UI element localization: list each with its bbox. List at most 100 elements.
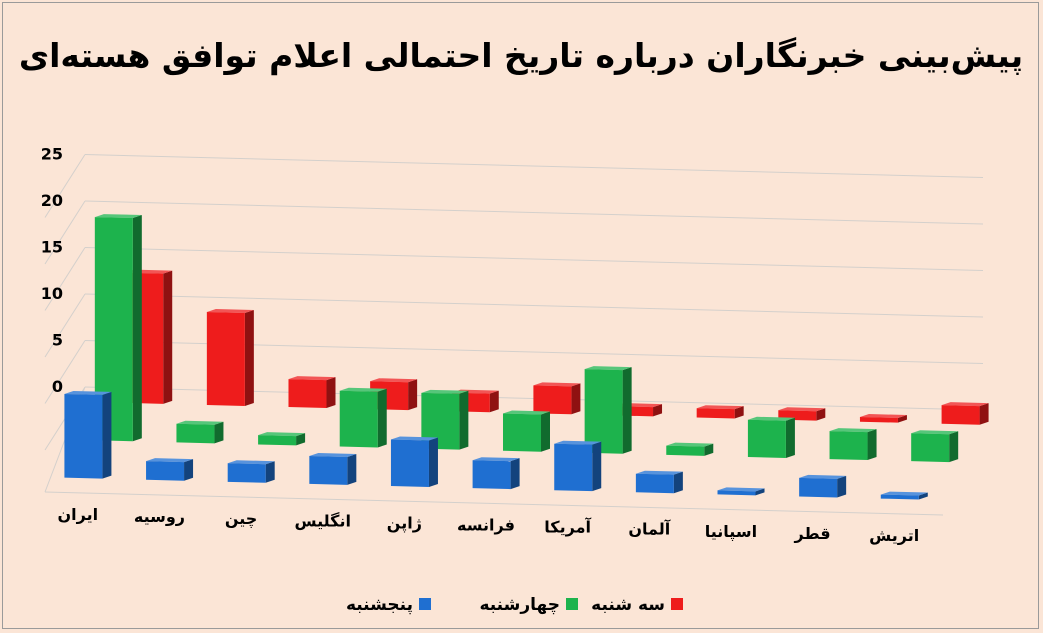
category-label: اتریش bbox=[869, 526, 919, 545]
bar-top-face bbox=[206, 308, 254, 313]
legend-label-thursday: پنجشنبه bbox=[346, 595, 413, 615]
bar-top-face bbox=[503, 410, 550, 415]
bar-side-face bbox=[816, 408, 826, 421]
bar-top-face bbox=[227, 460, 275, 465]
bar-top-face bbox=[421, 389, 469, 394]
bar-top-face bbox=[146, 458, 194, 463]
bar-front-face bbox=[880, 494, 919, 500]
bar-side-face bbox=[132, 215, 142, 442]
bar-thursday bbox=[554, 440, 602, 492]
bar-thursday bbox=[227, 460, 275, 483]
bar-front-face bbox=[911, 433, 950, 463]
y-tick-label: 5 bbox=[52, 331, 63, 350]
gridline-side bbox=[44, 200, 86, 265]
bar-front-face bbox=[64, 393, 103, 479]
floor-front-edge bbox=[44, 491, 944, 516]
category-label: فرانسه bbox=[457, 516, 515, 535]
bar-top-face bbox=[666, 442, 714, 447]
bar-front-face bbox=[258, 435, 297, 446]
bar-side-face bbox=[459, 390, 469, 450]
bar-top-face bbox=[94, 214, 142, 219]
bar-tuesday bbox=[206, 308, 254, 406]
gridline bbox=[84, 293, 984, 318]
bar-front-face bbox=[227, 463, 266, 483]
legend-label-tuesday: سه شنبه bbox=[591, 595, 665, 615]
bar-side-face bbox=[704, 443, 714, 456]
bar-thursday bbox=[880, 491, 928, 500]
legend-swatch-wednesday bbox=[566, 598, 578, 610]
bar-thursday bbox=[799, 474, 847, 498]
y-tick-label: 15 bbox=[41, 238, 63, 257]
bar-front-face bbox=[176, 423, 215, 444]
bar-side-face bbox=[265, 461, 275, 483]
bar-side-face bbox=[867, 429, 877, 461]
bar-front-face bbox=[288, 379, 327, 409]
bar-top-face bbox=[778, 407, 826, 412]
bar-wednesday bbox=[421, 389, 469, 450]
bar-top-face bbox=[533, 382, 581, 387]
bar-side-face bbox=[734, 406, 744, 419]
bar-top-face bbox=[717, 487, 765, 492]
bar-side-face bbox=[408, 379, 418, 411]
bar-side-face bbox=[653, 404, 663, 417]
bar-front-face bbox=[533, 385, 572, 415]
bar-thursday bbox=[472, 457, 520, 490]
gridline bbox=[84, 154, 984, 178]
bar-top-face bbox=[747, 416, 795, 421]
bar-side-face bbox=[347, 453, 357, 485]
bar-front-face bbox=[94, 217, 133, 442]
bar-top-face bbox=[859, 414, 907, 419]
y-tick-label: 0 bbox=[52, 377, 63, 396]
category-label: آلمان bbox=[628, 519, 670, 539]
gridline bbox=[84, 247, 984, 271]
bar-front-face bbox=[503, 413, 541, 452]
bar-top-face bbox=[309, 453, 357, 457]
y-tick-label: 10 bbox=[41, 284, 63, 303]
bar-side-face bbox=[837, 475, 847, 498]
bar-thursday bbox=[390, 436, 438, 487]
bar-tuesday bbox=[941, 402, 989, 425]
bar-front-face bbox=[584, 369, 623, 454]
bar-front-face bbox=[941, 405, 980, 425]
category-label: انگلیس bbox=[294, 511, 350, 530]
bar-front-face bbox=[206, 311, 245, 406]
bar-top-face bbox=[472, 457, 520, 462]
bar-front-face bbox=[747, 419, 786, 458]
bar-front-face bbox=[829, 431, 868, 461]
bar-side-face bbox=[673, 471, 683, 494]
bar-side-face bbox=[214, 421, 224, 444]
y-tick-label: 20 bbox=[41, 191, 63, 210]
bar-front-face bbox=[309, 456, 348, 485]
bar-side-face bbox=[755, 488, 765, 496]
category-label: اسپانیا bbox=[705, 522, 757, 542]
gridline bbox=[84, 200, 984, 225]
bar-tuesday bbox=[288, 376, 336, 409]
bar-side-face bbox=[592, 441, 602, 492]
bar-top-face bbox=[176, 420, 224, 425]
bar-top-face bbox=[554, 440, 602, 445]
bar-front-face bbox=[799, 477, 838, 498]
bar-thursday bbox=[309, 453, 357, 485]
bar-side-face bbox=[377, 388, 387, 448]
category-labels: ایران روسیه چین انگلیس ژاپن فرانسه آمریکا آلمان… bbox=[58, 505, 920, 545]
bar-top-face bbox=[390, 436, 438, 441]
category-label: آمریکا bbox=[544, 517, 591, 537]
bar-side-face bbox=[949, 431, 959, 463]
bar-wednesday bbox=[666, 442, 714, 456]
gridline-side bbox=[44, 340, 86, 404]
bar-wednesday bbox=[584, 366, 632, 454]
bar-front-face bbox=[554, 443, 593, 492]
bar-front-face bbox=[339, 390, 378, 448]
category-label: ژاپن bbox=[387, 513, 422, 533]
bar-top-face bbox=[696, 405, 744, 410]
gridline-side bbox=[44, 293, 86, 358]
bar-top-face bbox=[258, 432, 306, 437]
bar-front-face bbox=[146, 461, 185, 481]
bar-thursday bbox=[717, 487, 765, 496]
bar-top-face bbox=[339, 387, 387, 392]
gridline-side bbox=[44, 247, 86, 311]
bar-side-face bbox=[163, 270, 173, 404]
bar-side-face bbox=[979, 403, 989, 425]
bar-top-face bbox=[911, 430, 959, 435]
